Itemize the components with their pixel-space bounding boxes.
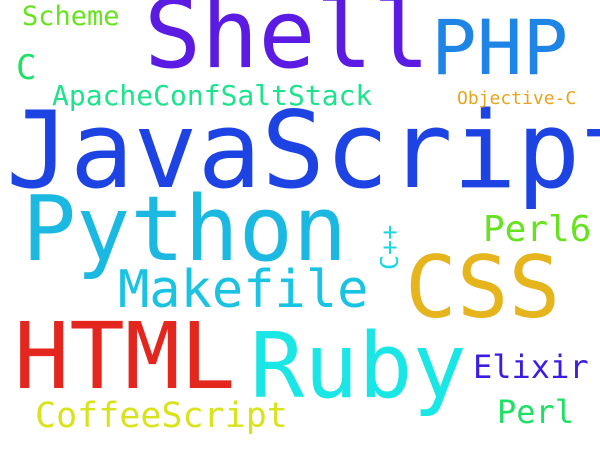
word-css: CSS bbox=[405, 238, 561, 338]
word-perl6: Perl6 bbox=[483, 209, 592, 250]
word-php: PHP bbox=[431, 3, 569, 92]
word-apacheconfsaltstack: ApacheConfSaltStack bbox=[52, 79, 373, 112]
word-coffeescript: CoffeeScript bbox=[35, 396, 288, 436]
word-python: Python bbox=[22, 177, 348, 282]
word-scheme: Scheme bbox=[22, 1, 120, 32]
word-c: C bbox=[16, 48, 37, 88]
word-makefile: Makefile bbox=[118, 260, 369, 320]
word-html: HTML bbox=[14, 303, 236, 410]
word-perl: Perl bbox=[497, 393, 575, 431]
word-shell: Shell bbox=[144, 0, 430, 90]
word-elixir: Elixir bbox=[473, 348, 589, 386]
word-objective-c: Objective-C bbox=[457, 88, 577, 109]
word-javascript: JavaScript bbox=[6, 89, 600, 212]
word-cpp: C++ bbox=[375, 224, 404, 270]
word-ruby: Ruby bbox=[250, 314, 467, 419]
